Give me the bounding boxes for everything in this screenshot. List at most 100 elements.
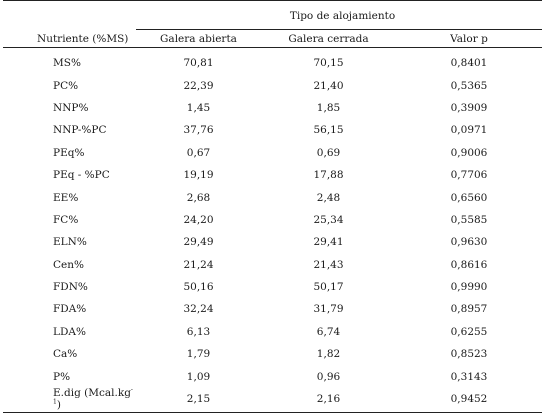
table-row: PEq% 0,67 0,69 0,9006 [3, 142, 542, 164]
cell-nutrient: ELN% [3, 236, 136, 248]
cell-galera-cerrada: 56,15 [313, 124, 344, 137]
table-row: NNP-%PC 37,76 56,15 0,0971 [3, 119, 542, 141]
cell-nutrient-label: Cen% [53, 258, 84, 271]
table-row: FDN% 50,16 50,17 0,9990 [3, 276, 542, 298]
cell-galera-abierta: 1,09 [186, 370, 211, 383]
cell-galera-cerrada: 21,43 [313, 258, 344, 271]
cell-nutrient: LDA% [3, 326, 136, 338]
cell-galera-cerrada: 1,85 [316, 101, 341, 114]
cell-galera-abierta: 19,19 [183, 169, 214, 182]
cell-nutrient: NNP-%PC [3, 124, 136, 136]
table-row: MS% 70,81 70,15 0,8401 [3, 52, 542, 74]
cell-galera-cerrada: 70,15 [313, 57, 344, 70]
cell-galera-cerrada: 2,48 [316, 191, 341, 204]
table-row: Ca% 1,79 1,82 0,8523 [3, 343, 542, 365]
cell-valor-p: 0,8401 [450, 57, 488, 70]
cell-valor-p: 0,9006 [450, 146, 488, 159]
cell-galera-cerrada: 25,34 [313, 213, 344, 226]
column-header-nutrient: Nutriente (%MS) [37, 32, 129, 45]
cell-galera-abierta: 22,39 [183, 79, 214, 92]
cell-nutrient-label: MS% [53, 57, 81, 70]
cell-nutrient-label: FDN% [53, 281, 88, 294]
cell-galera-cerrada: 21,40 [313, 79, 344, 92]
cell-nutrient: PEq% [3, 147, 136, 159]
cell-galera-abierta: 2,68 [186, 191, 211, 204]
table-row: PC% 22,39 21,40 0,5365 [3, 74, 542, 96]
cell-galera-cerrada: 0,96 [316, 370, 341, 383]
cell-galera-abierta: 29,49 [183, 236, 214, 249]
cell-valor-p: 0,9990 [450, 281, 488, 294]
cell-nutrient-label: Ca% [53, 348, 78, 361]
cell-nutrient-label: P% [53, 370, 71, 383]
table-row: Cen% 21,24 21,43 0,8616 [3, 254, 542, 276]
cell-nutrient: PC% [3, 80, 136, 92]
cell-galera-abierta: 21,24 [183, 258, 214, 271]
nutrient-table: Tipo de alojamiento Nutriente (%MS) Gale… [3, 0, 542, 413]
cell-valor-p: 0,8616 [450, 258, 488, 271]
cell-valor-p: 0,6560 [450, 191, 488, 204]
cell-nutrient: EE% [3, 192, 136, 204]
table-row: P% 1,09 0,96 0,3143 [3, 365, 542, 387]
cell-nutrient-label: NNP% [53, 101, 89, 114]
cell-nutrient-suffix: ) [56, 399, 61, 412]
table-row: ELN% 29,49 29,41 0,9630 [3, 231, 542, 253]
cell-nutrient-label: NNP-%PC [53, 124, 107, 137]
cell-galera-cerrada: 29,41 [313, 236, 344, 249]
cell-nutrient-label: FDA% [53, 303, 87, 316]
cell-nutrient: NNP% [3, 102, 136, 114]
column-header-galera-abierta: Galera abierta [160, 32, 237, 45]
cell-nutrient-label: LDA% [53, 325, 86, 338]
cell-valor-p: 0,3143 [450, 370, 488, 383]
cell-galera-abierta: 24,20 [183, 213, 214, 226]
cell-nutrient-label: FC% [53, 213, 79, 226]
cell-galera-abierta: 50,16 [183, 281, 214, 294]
cell-valor-p: 0,8523 [450, 348, 488, 361]
cell-valor-p: 0,5365 [450, 79, 488, 92]
cell-galera-cerrada: 6,74 [316, 325, 341, 338]
cell-valor-p: 0,3909 [450, 101, 488, 114]
cell-valor-p: 0,7706 [450, 169, 488, 182]
cell-valor-p: 0,9630 [450, 236, 488, 249]
cell-nutrient: E.dig (Mcal.kg-1) [3, 387, 136, 411]
table-row: LDA% 6,13 6,74 0,6255 [3, 321, 542, 343]
cell-nutrient-label: EE% [53, 191, 79, 204]
group-header-rule [136, 29, 542, 30]
cell-valor-p: 0,5585 [450, 213, 488, 226]
table-row: NNP% 1,45 1,85 0,3909 [3, 97, 542, 119]
cell-nutrient-label: PC% [53, 79, 79, 92]
cell-galera-cerrada: 31,79 [313, 303, 344, 316]
group-header: Tipo de alojamiento [3, 0, 542, 30]
cell-nutrient-label: PEq - %PC [53, 169, 110, 182]
cell-galera-cerrada: 1,82 [316, 348, 341, 361]
cell-nutrient-label: ELN% [53, 236, 87, 249]
cell-valor-p: 0,9452 [450, 393, 488, 406]
cell-nutrient: FDN% [3, 281, 136, 293]
cell-nutrient-superscript: -1 [53, 386, 133, 406]
cell-nutrient-label: PEq% [53, 146, 85, 159]
table-row: FDA% 32,24 31,79 0,8957 [3, 298, 542, 320]
cell-valor-p: 0,6255 [450, 325, 488, 338]
cell-galera-cerrada: 0,69 [316, 146, 341, 159]
column-header-galera-cerrada: Galera cerrada [288, 32, 369, 45]
cell-valor-p: 0,8957 [450, 303, 488, 316]
cell-galera-abierta: 1,79 [186, 348, 211, 361]
cell-galera-abierta: 1,45 [186, 101, 211, 114]
cell-galera-cerrada: 17,88 [313, 169, 344, 182]
cell-galera-abierta: 70,81 [183, 57, 214, 70]
table-row: PEq - %PC 19,19 17,88 0,7706 [3, 164, 542, 186]
column-header-valor-p: Valor p [450, 32, 488, 45]
cell-galera-abierta: 6,13 [186, 325, 211, 338]
table-row: EE% 2,68 2,48 0,6560 [3, 186, 542, 208]
cell-valor-p: 0,0971 [450, 124, 488, 137]
table-row: E.dig (Mcal.kg-1) 2,15 2,16 0,9452 [3, 387, 542, 411]
cell-nutrient: FC% [3, 214, 136, 226]
cell-galera-abierta: 37,76 [183, 124, 214, 137]
cell-galera-cerrada: 2,16 [316, 393, 341, 406]
cell-galera-abierta: 2,15 [186, 393, 211, 406]
table-body: MS% 70,81 70,15 0,8401 PC% 22,39 21,40 0,5365 NN… [3, 52, 542, 411]
cell-nutrient: P% [3, 371, 136, 383]
group-header-label: Tipo de alojamiento [289, 9, 396, 22]
cell-nutrient: Ca% [3, 348, 136, 360]
cell-galera-abierta: 0,67 [186, 146, 211, 159]
column-header-row: Nutriente (%MS) Galera abierta Galera ce… [3, 30, 542, 48]
